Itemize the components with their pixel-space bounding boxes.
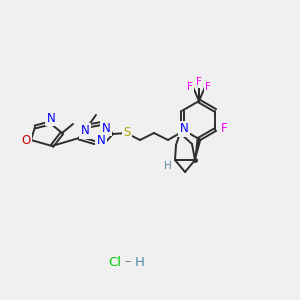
- Text: O: O: [21, 134, 31, 146]
- Text: –: –: [125, 256, 131, 268]
- Text: N: N: [97, 134, 105, 146]
- Polygon shape: [195, 139, 201, 160]
- Text: N: N: [180, 122, 188, 136]
- Text: N: N: [102, 122, 110, 134]
- Text: F: F: [187, 82, 193, 92]
- Text: H: H: [135, 256, 145, 268]
- Text: N: N: [46, 112, 56, 124]
- Text: F: F: [196, 77, 202, 87]
- Text: F: F: [205, 82, 211, 92]
- Text: S: S: [123, 125, 131, 139]
- Text: Cl: Cl: [109, 256, 122, 268]
- Text: N: N: [81, 124, 89, 137]
- Text: H: H: [164, 161, 172, 171]
- Text: F: F: [221, 122, 228, 135]
